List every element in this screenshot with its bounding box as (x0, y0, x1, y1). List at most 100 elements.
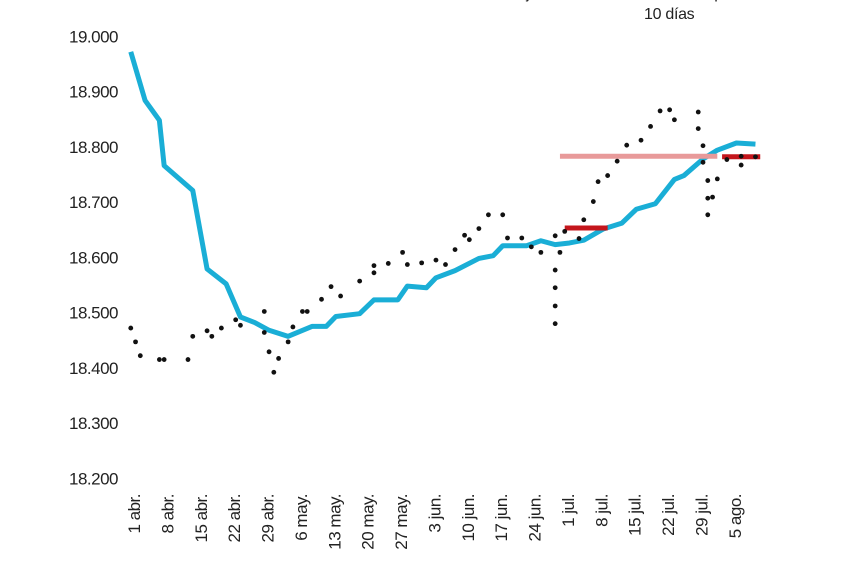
daily-point (605, 173, 611, 178)
daily-point (404, 262, 410, 267)
daily-point (519, 235, 525, 241)
daily-point (562, 228, 568, 234)
x-tick-label: 8 jul. (592, 494, 611, 527)
daily-point (185, 357, 191, 362)
daily-point (218, 325, 224, 331)
daily-point (271, 369, 277, 375)
x-tick-label: 24 jun. (526, 494, 545, 542)
daily-point (190, 333, 196, 339)
x-tick-label: 3 jun. (425, 494, 444, 533)
daily-point (419, 260, 425, 266)
daily-point (700, 159, 706, 165)
daily-point (285, 339, 291, 345)
daily-point (614, 158, 620, 164)
x-tick-label: 27 may. (392, 494, 411, 550)
daily-point (133, 339, 138, 345)
legend-label: Media móvil 22 días (226, 0, 426, 4)
legend-label-box: Promedio primeros 10 días (644, 0, 774, 23)
series-line (128, 51, 756, 339)
daily-point (156, 357, 162, 362)
daily-point (137, 353, 143, 359)
daily-point (266, 349, 272, 355)
daily-point (552, 233, 558, 239)
daily-point (204, 328, 210, 334)
y-tick-label: 19.000 (69, 27, 118, 46)
x-tick-label: 13 may. (325, 494, 344, 550)
daily-point (710, 194, 715, 200)
daily-point (595, 179, 601, 185)
daily-point (705, 178, 711, 183)
daily-point (462, 232, 467, 238)
daily-point (209, 333, 215, 339)
daily-point (638, 137, 644, 143)
daily-point (505, 235, 510, 241)
daily-point (371, 263, 377, 269)
legend-label-box: Promedio justo (456, 0, 656, 4)
x-tick-label: 29 jul. (692, 494, 711, 536)
x-tick-label: 8 abr. (158, 494, 177, 534)
x-tick-label: 20 may. (359, 494, 378, 550)
daily-point (714, 176, 720, 182)
daily-point (433, 257, 439, 263)
daily-point (538, 249, 544, 255)
daily-point (552, 321, 558, 327)
daily-point (300, 309, 305, 314)
daily-point (500, 212, 506, 218)
y-tick-label: 18.700 (69, 193, 118, 212)
daily-point (466, 237, 472, 243)
x-tick-label: 5 ago. (726, 494, 745, 538)
daily-point (590, 199, 596, 204)
daily-point (261, 309, 267, 314)
daily-point (238, 322, 243, 328)
daily-point (557, 249, 563, 255)
daily-point (695, 126, 701, 132)
daily-point (738, 153, 744, 159)
x-tick-label: 22 jul. (659, 494, 678, 536)
y-tick-label: 18.400 (69, 359, 118, 378)
daily-point (486, 212, 491, 218)
legend-label-box: Diaria (66, 0, 266, 4)
daily-point (657, 108, 663, 114)
x-tick-label: 1 abr. (125, 494, 144, 534)
x-tick-label: 15 abr. (192, 494, 211, 543)
daily-point (552, 303, 558, 309)
daily-point (443, 262, 448, 267)
daily-point (648, 124, 653, 129)
daily-point (753, 154, 758, 160)
daily-point (667, 107, 673, 113)
daily-point (233, 317, 239, 323)
y-tick-label: 18.900 (69, 83, 118, 102)
daily-point (552, 285, 558, 291)
daily-point (624, 142, 630, 148)
daily-point (290, 324, 296, 330)
daily-point (338, 293, 343, 299)
daily-point (705, 212, 711, 218)
daily-point (400, 249, 405, 255)
daily-point (705, 195, 711, 201)
y-tick-label: 18.200 (69, 469, 118, 488)
daily-point (695, 109, 701, 115)
y-tick-label: 18.800 (69, 138, 118, 157)
daily-point (700, 143, 706, 149)
daily-point (128, 325, 134, 331)
x-tick-label: 6 may. (292, 494, 311, 541)
daily-point (261, 330, 267, 335)
daily-point (476, 226, 482, 232)
x-tick-label: 17 jun. (492, 494, 511, 542)
x-tick-label: 22 abr. (225, 494, 244, 543)
legend-label: Promedio justo (456, 0, 656, 4)
y-tick-label: 18.500 (69, 304, 118, 323)
daily-point (371, 270, 377, 276)
daily-point (581, 217, 587, 223)
daily-point (671, 117, 677, 123)
daily-point (161, 357, 167, 362)
daily-point (528, 244, 534, 250)
x-tick-label: 10 jun. (459, 494, 478, 542)
daily-point (319, 296, 324, 302)
daily-point (452, 247, 458, 253)
daily-point (724, 157, 730, 162)
x-tick-label: 1 jul. (559, 494, 578, 527)
legend-label: Diaria (66, 0, 266, 4)
